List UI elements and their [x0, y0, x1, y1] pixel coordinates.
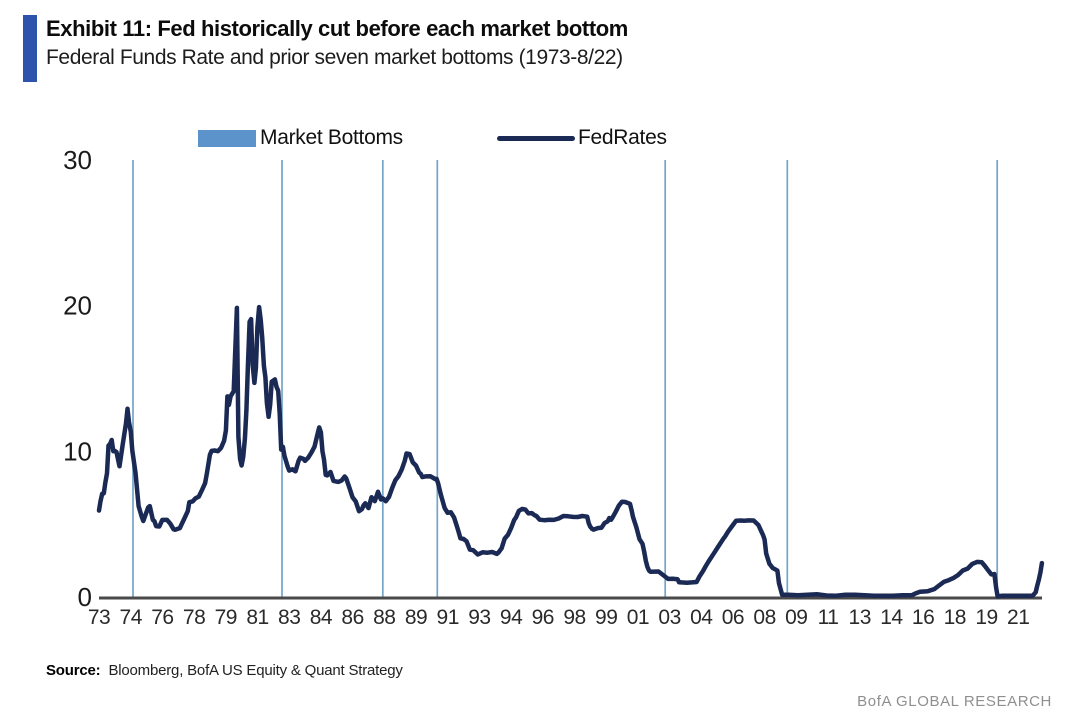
- x-tick-label: 21: [1007, 606, 1029, 629]
- x-tick-label: 86: [341, 606, 363, 629]
- x-tick-label: 73: [88, 606, 110, 629]
- x-tick-label: 78: [183, 606, 205, 629]
- x-tick-label: 98: [563, 606, 585, 629]
- x-tick-label: 96: [532, 606, 554, 629]
- exhibit-accent-bar: [23, 15, 37, 82]
- x-tick-label: 99: [595, 606, 617, 629]
- market-bottoms-swatch: [198, 129, 256, 147]
- x-tick-label: 03: [658, 606, 680, 629]
- x-tick-label: 76: [151, 606, 173, 629]
- x-tick-label: 09: [785, 606, 807, 629]
- x-tick-label: 11: [818, 606, 839, 629]
- x-tick-label: 84: [310, 606, 333, 629]
- legend-label-fedrates: FedRates: [578, 126, 667, 149]
- x-tick-label: 74: [120, 606, 143, 629]
- x-tick-label: 08: [753, 606, 775, 629]
- x-tick-label: 81: [246, 606, 268, 629]
- legend-item-fedrates: FedRates: [497, 126, 667, 150]
- y-tick-label: 0: [78, 582, 92, 612]
- brand-watermark: BofA GLOBAL RESEARCH: [857, 693, 1052, 710]
- source-label: Source:: [46, 662, 101, 679]
- y-tick-label: 30: [63, 145, 92, 175]
- fedrates-swatch: [497, 135, 575, 141]
- x-tick-label: 04: [690, 606, 713, 629]
- x-tick-label: 13: [849, 606, 871, 629]
- exhibit-subtitle: Federal Funds Rate and prior seven marke…: [46, 46, 623, 69]
- x-tick-label: 94: [500, 606, 523, 629]
- exhibit-title: Exhibit 11: Fed historically cut before …: [46, 16, 628, 41]
- x-tick-label: 93: [468, 606, 490, 629]
- x-tick-label: 16: [912, 606, 934, 629]
- x-tick-label: 06: [722, 606, 744, 629]
- y-tick-label: 10: [63, 436, 92, 466]
- x-tick-label: 83: [278, 606, 300, 629]
- x-tick-label: 88: [373, 606, 395, 629]
- source-note: Source: Bloomberg, BofA US Equity & Quant…: [46, 662, 403, 679]
- x-tick-label: 14: [880, 606, 903, 629]
- x-tick-label: 18: [944, 606, 966, 629]
- source-text: Bloomberg, BofA US Equity & Quant Strate…: [108, 662, 403, 679]
- x-tick-label: 79: [215, 606, 237, 629]
- x-tick-label: 19: [975, 606, 997, 629]
- x-tick-label: 89: [405, 606, 427, 629]
- legend-item-market-bottoms: Market Bottoms: [198, 126, 403, 150]
- x-tick-label: 01: [627, 606, 649, 629]
- legend-label-market-bottoms: Market Bottoms: [260, 126, 403, 149]
- fedrates-line: [96, 304, 1045, 599]
- x-tick-label: 91: [437, 606, 459, 629]
- y-tick-label: 20: [63, 291, 92, 321]
